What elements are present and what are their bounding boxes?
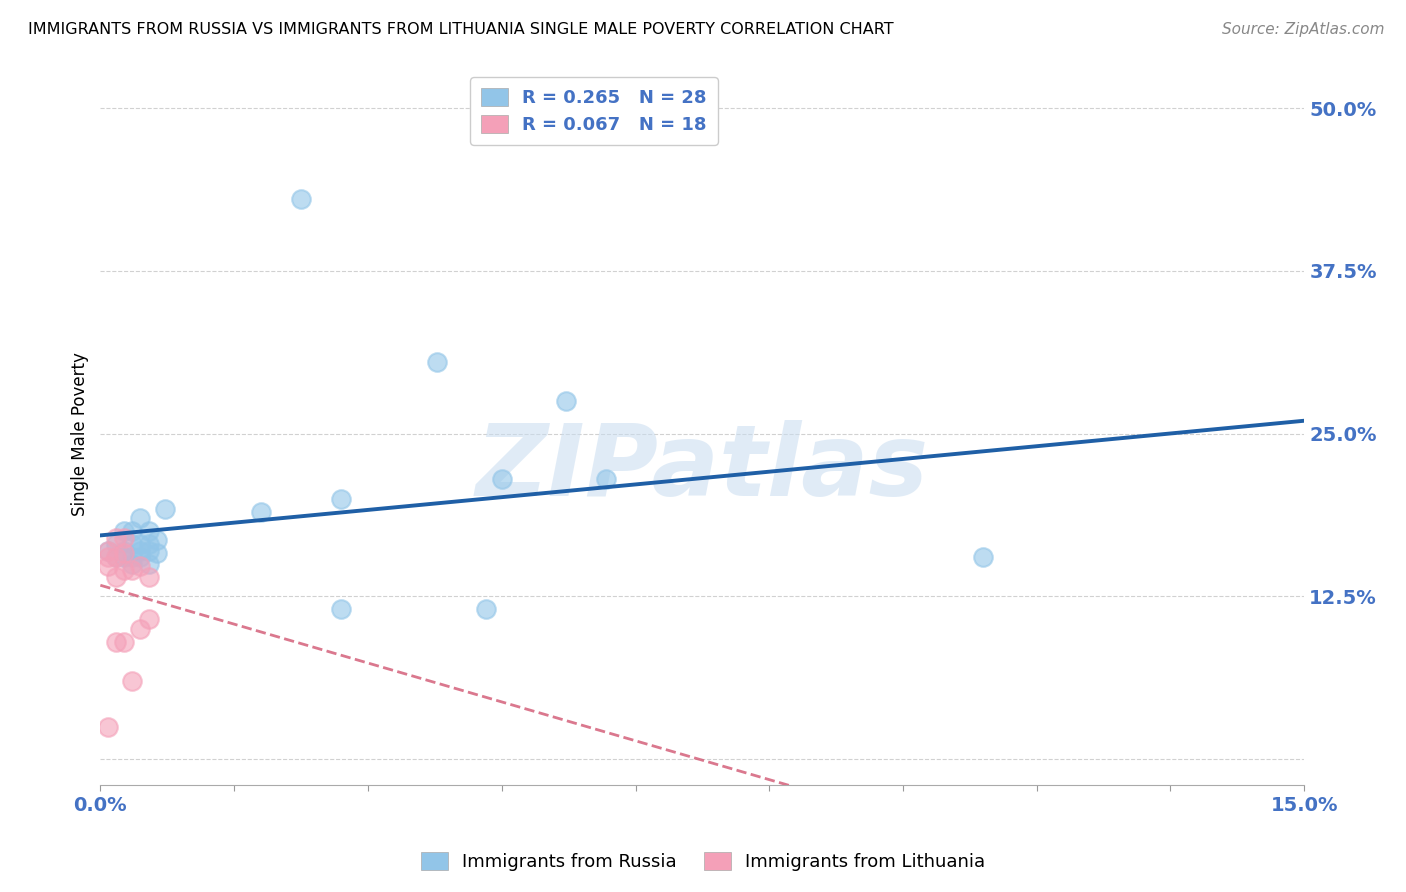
Text: ZIPatlas: ZIPatlas [475, 420, 929, 517]
Point [112, 635, 135, 649]
Point [129, 550, 152, 565]
Point [97, 720, 120, 734]
Point [474, 602, 496, 616]
Point [97, 544, 120, 558]
Legend: Immigrants from Russia, Immigrants from Lithuania: Immigrants from Russia, Immigrants from … [413, 845, 993, 879]
Point [97, 559, 120, 574]
Point [121, 537, 143, 551]
Point [121, 563, 143, 577]
Point [105, 537, 128, 551]
Point [97, 544, 120, 558]
Text: IMMIGRANTS FROM RUSSIA VS IMMIGRANTS FROM LITHUANIA SINGLE MALE POVERTY CORRELAT: IMMIGRANTS FROM RUSSIA VS IMMIGRANTS FRO… [28, 22, 894, 37]
Point [129, 544, 152, 558]
Point [290, 192, 312, 206]
Point [129, 511, 152, 525]
Point [138, 611, 160, 625]
Point [138, 537, 160, 551]
Point [129, 559, 152, 574]
Point [105, 550, 128, 565]
Point [330, 491, 353, 506]
Point [112, 524, 135, 539]
Point [145, 533, 167, 548]
Legend: R = 0.265   N = 28, R = 0.067   N = 18: R = 0.265 N = 28, R = 0.067 N = 18 [470, 77, 718, 145]
Point [121, 524, 143, 539]
Point [426, 355, 449, 369]
Point [112, 550, 135, 565]
Point [121, 557, 143, 571]
Text: Source: ZipAtlas.com: Source: ZipAtlas.com [1222, 22, 1385, 37]
Point [138, 570, 160, 584]
Point [121, 673, 143, 688]
Point [138, 524, 160, 539]
Point [330, 602, 353, 616]
Point [105, 635, 128, 649]
Point [121, 550, 143, 565]
Point [112, 546, 135, 560]
Point [129, 622, 152, 636]
Point [97, 550, 120, 565]
Point [112, 544, 135, 558]
Point [105, 550, 128, 565]
Point [138, 544, 160, 558]
Point [491, 472, 513, 486]
Point [129, 537, 152, 551]
Point [112, 563, 135, 577]
Point [145, 546, 167, 560]
Y-axis label: Single Male Poverty: Single Male Poverty [72, 351, 89, 516]
Point [153, 502, 176, 516]
Point [105, 570, 128, 584]
Point [112, 531, 135, 545]
Point [105, 531, 128, 545]
Point [138, 557, 160, 571]
Point [595, 472, 617, 486]
Point [554, 394, 576, 409]
Point [250, 505, 273, 519]
Point [972, 550, 994, 565]
